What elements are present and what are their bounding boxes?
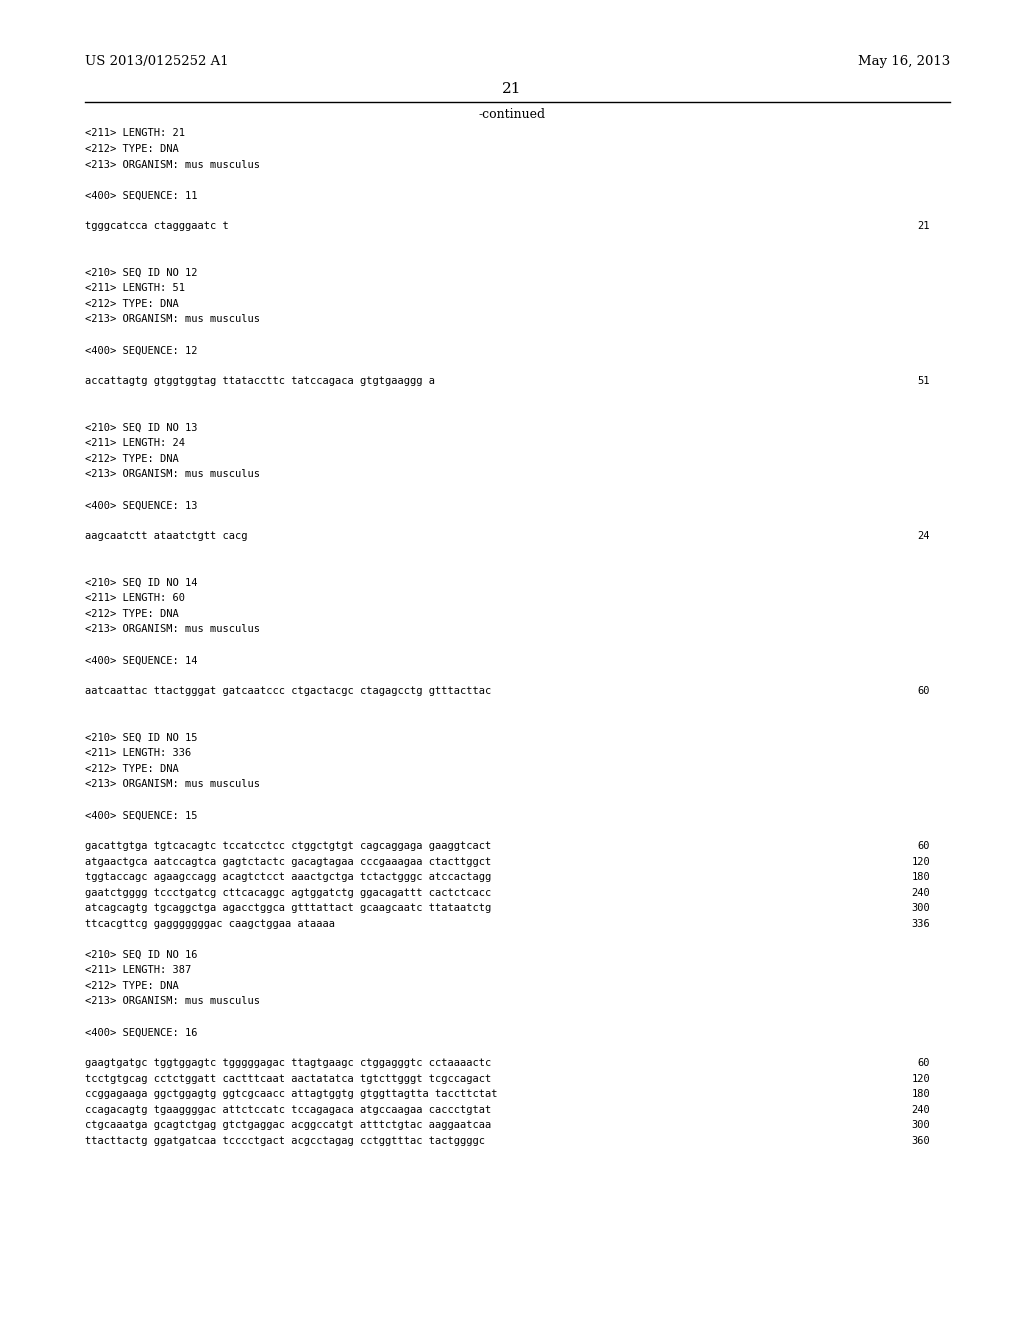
Text: ttcacgttcg gagggggggac caagctggaa ataaaa: ttcacgttcg gagggggggac caagctggaa ataaaa (85, 919, 335, 929)
Text: -continued: -continued (478, 108, 546, 121)
Text: 120: 120 (911, 857, 930, 867)
Text: <400> SEQUENCE: 12: <400> SEQUENCE: 12 (85, 346, 198, 355)
Text: <213> ORGANISM: mus musculus: <213> ORGANISM: mus musculus (85, 470, 260, 479)
Text: <212> TYPE: DNA: <212> TYPE: DNA (85, 454, 179, 465)
Text: <210> SEQ ID NO 14: <210> SEQ ID NO 14 (85, 578, 198, 587)
Text: <211> LENGTH: 336: <211> LENGTH: 336 (85, 748, 191, 759)
Text: <211> LENGTH: 21: <211> LENGTH: 21 (85, 128, 185, 139)
Text: 360: 360 (911, 1137, 930, 1146)
Text: <212> TYPE: DNA: <212> TYPE: DNA (85, 300, 179, 309)
Text: aagcaatctt ataatctgtt cacg: aagcaatctt ataatctgtt cacg (85, 532, 248, 541)
Text: gacattgtga tgtcacagtc tccatcctcc ctggctgtgt cagcaggaga gaaggtcact: gacattgtga tgtcacagtc tccatcctcc ctggctg… (85, 841, 492, 851)
Text: 60: 60 (918, 1059, 930, 1068)
Text: 240: 240 (911, 1105, 930, 1115)
Text: <212> TYPE: DNA: <212> TYPE: DNA (85, 981, 179, 991)
Text: US 2013/0125252 A1: US 2013/0125252 A1 (85, 55, 228, 69)
Text: tgggcatcca ctagggaatc t: tgggcatcca ctagggaatc t (85, 222, 228, 231)
Text: <212> TYPE: DNA: <212> TYPE: DNA (85, 144, 179, 154)
Text: <210> SEQ ID NO 15: <210> SEQ ID NO 15 (85, 733, 198, 743)
Text: <213> ORGANISM: mus musculus: <213> ORGANISM: mus musculus (85, 997, 260, 1006)
Text: <211> LENGTH: 60: <211> LENGTH: 60 (85, 594, 185, 603)
Text: 336: 336 (911, 919, 930, 929)
Text: 300: 300 (911, 903, 930, 913)
Text: <213> ORGANISM: mus musculus: <213> ORGANISM: mus musculus (85, 624, 260, 635)
Text: 21: 21 (918, 222, 930, 231)
Text: 24: 24 (918, 532, 930, 541)
Text: 120: 120 (911, 1074, 930, 1084)
Text: ccagacagtg tgaaggggac attctccatc tccagagaca atgccaagaa caccctgtat: ccagacagtg tgaaggggac attctccatc tccagag… (85, 1105, 492, 1115)
Text: tcctgtgcag cctctggatt cactttcaat aactatatca tgtcttgggt tcgccagact: tcctgtgcag cctctggatt cactttcaat aactata… (85, 1074, 492, 1084)
Text: <210> SEQ ID NO 13: <210> SEQ ID NO 13 (85, 422, 198, 433)
Text: <400> SEQUENCE: 13: <400> SEQUENCE: 13 (85, 500, 198, 511)
Text: <400> SEQUENCE: 15: <400> SEQUENCE: 15 (85, 810, 198, 821)
Text: May 16, 2013: May 16, 2013 (858, 55, 950, 69)
Text: <213> ORGANISM: mus musculus: <213> ORGANISM: mus musculus (85, 314, 260, 325)
Text: <210> SEQ ID NO 16: <210> SEQ ID NO 16 (85, 950, 198, 960)
Text: 180: 180 (911, 1089, 930, 1100)
Text: <400> SEQUENCE: 14: <400> SEQUENCE: 14 (85, 656, 198, 665)
Text: ccggagaaga ggctggagtg ggtcgcaacc attagtggtg gtggttagtta taccttctat: ccggagaaga ggctggagtg ggtcgcaacc attagtg… (85, 1089, 498, 1100)
Text: <211> LENGTH: 387: <211> LENGTH: 387 (85, 965, 191, 975)
Text: <213> ORGANISM: mus musculus: <213> ORGANISM: mus musculus (85, 160, 260, 169)
Text: accattagtg gtggtggtag ttataccttc tatccagaca gtgtgaaggg a: accattagtg gtggtggtag ttataccttc tatccag… (85, 376, 435, 387)
Text: <400> SEQUENCE: 16: <400> SEQUENCE: 16 (85, 1027, 198, 1038)
Text: 180: 180 (911, 873, 930, 883)
Text: gaatctgggg tccctgatcg cttcacaggc agtggatctg ggacagattt cactctcacc: gaatctgggg tccctgatcg cttcacaggc agtggat… (85, 888, 492, 898)
Text: <213> ORGANISM: mus musculus: <213> ORGANISM: mus musculus (85, 780, 260, 789)
Text: <210> SEQ ID NO 12: <210> SEQ ID NO 12 (85, 268, 198, 279)
Text: ttacttactg ggatgatcaa tcccctgact acgcctagag cctggtttac tactggggc: ttacttactg ggatgatcaa tcccctgact acgccta… (85, 1137, 485, 1146)
Text: gaagtgatgc tggtggagtc tgggggagac ttagtgaagc ctggagggtc cctaaaactc: gaagtgatgc tggtggagtc tgggggagac ttagtga… (85, 1059, 492, 1068)
Text: <400> SEQUENCE: 11: <400> SEQUENCE: 11 (85, 190, 198, 201)
Text: aatcaattac ttactgggat gatcaatccc ctgactacgc ctagagcctg gtttacttac: aatcaattac ttactgggat gatcaatccc ctgacta… (85, 686, 492, 697)
Text: atcagcagtg tgcaggctga agacctggca gtttattact gcaagcaatc ttataatctg: atcagcagtg tgcaggctga agacctggca gtttatt… (85, 903, 492, 913)
Text: <211> LENGTH: 51: <211> LENGTH: 51 (85, 284, 185, 293)
Text: <211> LENGTH: 24: <211> LENGTH: 24 (85, 438, 185, 449)
Text: 240: 240 (911, 888, 930, 898)
Text: atgaactgca aatccagtca gagtctactc gacagtagaa cccgaaagaa ctacttggct: atgaactgca aatccagtca gagtctactc gacagta… (85, 857, 492, 867)
Text: 300: 300 (911, 1121, 930, 1130)
Text: 60: 60 (918, 841, 930, 851)
Text: ctgcaaatga gcagtctgag gtctgaggac acggccatgt atttctgtac aaggaatcaa: ctgcaaatga gcagtctgag gtctgaggac acggcca… (85, 1121, 492, 1130)
Text: 60: 60 (918, 686, 930, 697)
Text: <212> TYPE: DNA: <212> TYPE: DNA (85, 764, 179, 774)
Text: 51: 51 (918, 376, 930, 387)
Text: <212> TYPE: DNA: <212> TYPE: DNA (85, 609, 179, 619)
Text: 21: 21 (502, 82, 522, 96)
Text: tggtaccagc agaagccagg acagtctcct aaactgctga tctactgggc atccactagg: tggtaccagc agaagccagg acagtctcct aaactgc… (85, 873, 492, 883)
